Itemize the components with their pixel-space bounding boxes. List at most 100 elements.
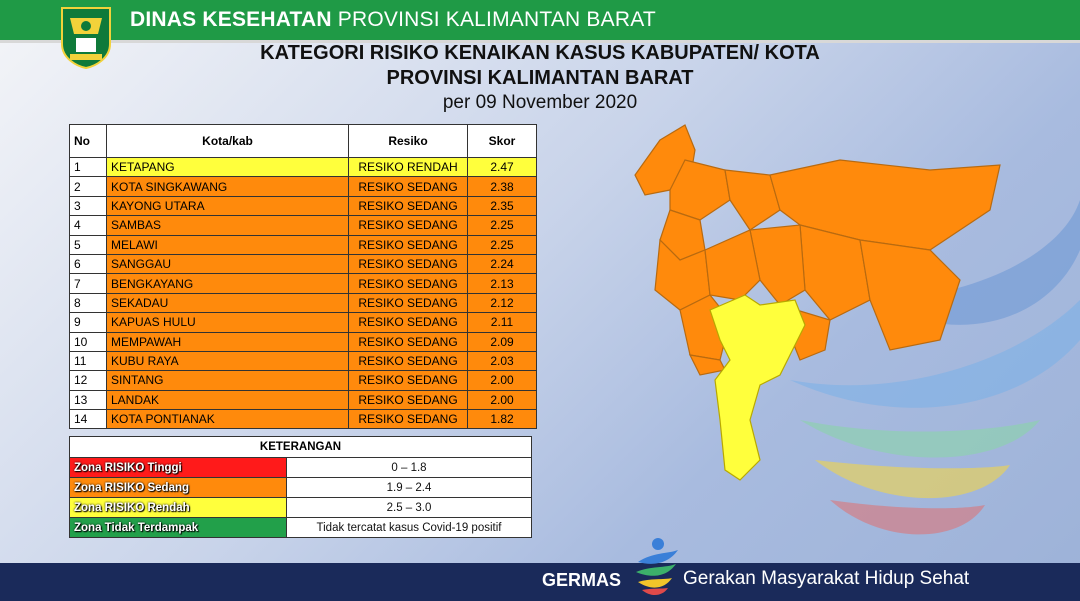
map-region-sanggau	[749, 224, 806, 306]
footer-bar	[0, 563, 1080, 601]
table-row: 9 KAPUAS HULU RESIKO SEDANG 2.11	[69, 312, 537, 333]
row-no: 6	[69, 253, 107, 275]
table-row: 1 KETAPANG RESIKO RENDAH 2.47	[69, 156, 537, 178]
row-skor: 2.03	[467, 350, 537, 372]
row-skor: 2.12	[467, 292, 537, 314]
row-resiko: RESIKO SEDANG	[348, 215, 468, 236]
row-no: 2	[69, 176, 107, 197]
footer-tagline: Gerakan Masyarakat Hidup Sehat	[683, 568, 970, 589]
row-kota: KETAPANG	[106, 156, 349, 178]
row-no: 11	[69, 350, 107, 372]
legend-label: Zona RISIKO Sedang	[69, 477, 287, 498]
table-row: 6 SANGGAU RESIKO SEDANG 2.24	[69, 253, 537, 275]
table-row: 10 MEMPAWAH RESIKO SEDANG 2.09	[69, 331, 537, 352]
col-header-skor: Skor	[467, 124, 537, 158]
row-skor: 1.82	[467, 409, 537, 430]
legend-range: 2.5 – 3.0	[286, 497, 532, 518]
kalbar-province-emblem-icon	[61, 7, 111, 70]
row-resiko: RESIKO SEDANG	[348, 350, 468, 372]
col-header-resiko: Resiko	[348, 124, 468, 158]
table-row: 2 KOTA SINGKAWANG RESIKO SEDANG 2.38	[69, 176, 537, 197]
table-row: 11 KUBU RAYA RESIKO SEDANG 2.03	[69, 350, 537, 372]
row-resiko: RESIKO RENDAH	[348, 156, 468, 178]
table-row: 3 KAYONG UTARA RESIKO SEDANG 2.35	[69, 195, 537, 217]
row-kota: MEMPAWAH	[106, 331, 349, 352]
legend-table: KETERANGAN Zona RISIKO Tinggi 0 – 1.8 Zona…	[69, 436, 532, 538]
footer-brand: GERMAS	[542, 570, 622, 590]
row-skor: 2.09	[467, 331, 537, 352]
legend-label: Zona RISIKO Rendah	[69, 497, 287, 518]
row-resiko: RESIKO SEDANG	[348, 292, 468, 314]
row-resiko: RESIKO SEDANG	[348, 234, 468, 255]
row-no: 9	[69, 312, 107, 333]
table-row: 12 SINTANG RESIKO SEDANG 2.00	[69, 370, 537, 391]
table-row: 14 KOTA PONTIANAK RESIKO SEDANG 1.82	[69, 409, 537, 430]
row-no: 1	[69, 156, 107, 178]
header-org-rest: PROVINSI KALIMANTAN BARAT	[331, 8, 656, 31]
province-risk-map	[634, 124, 1001, 481]
row-resiko: RESIKO SEDANG	[348, 195, 468, 217]
row-no: 14	[69, 409, 107, 430]
row-skor: 2.38	[467, 176, 537, 197]
map-region-kapuas-hulu	[769, 159, 1001, 251]
row-kota: SAMBAS	[106, 215, 349, 236]
row-kota: MELAWI	[106, 234, 349, 255]
legend-row: Zona RISIKO Rendah 2.5 – 3.0	[69, 497, 532, 518]
row-skor: 2.11	[467, 312, 537, 333]
legend-row: Zona RISIKO Tinggi 0 – 1.8	[69, 457, 532, 478]
legend-range: 1.9 – 2.4	[286, 477, 532, 498]
legend-title: KETERANGAN	[69, 436, 532, 458]
title-date: per 09 November 2020	[442, 92, 638, 113]
legend-row: Zona Tidak Terdampak Tidak tercatat kasus…	[69, 517, 532, 538]
row-skor: 2.00	[467, 389, 537, 411]
row-resiko: RESIKO SEDANG	[348, 176, 468, 197]
row-skor: 2.25	[467, 215, 537, 236]
row-kota: KOTA SINGKAWANG	[106, 176, 349, 197]
header-org-bold: DINAS KESEHATAN	[130, 8, 332, 31]
row-resiko: RESIKO SEDANG	[348, 253, 468, 275]
title-line-1: KATEGORI RISIKO KENAIKAN KASUS KABUPATEN…	[260, 42, 820, 64]
row-resiko: RESIKO SEDANG	[348, 409, 468, 430]
row-skor: 2.13	[467, 273, 537, 294]
row-kota: KAPUAS HULU	[106, 312, 349, 333]
row-skor: 2.25	[467, 234, 537, 255]
title-line-2: PROVINSI KALIMANTAN BARAT	[386, 67, 694, 89]
row-no: 10	[69, 331, 107, 352]
row-resiko: RESIKO SEDANG	[348, 331, 468, 352]
legend-range: 0 – 1.8	[286, 457, 532, 478]
row-kota: LANDAK	[106, 389, 349, 411]
row-kota: KAYONG UTARA	[106, 195, 349, 217]
row-kota: SEKADAU	[106, 292, 349, 314]
map-region-melawi	[859, 239, 961, 351]
table-header-row: No Kota/kab Resiko Skor	[69, 124, 537, 158]
germas-figure-icon	[636, 538, 678, 596]
map-region-landak	[724, 169, 781, 231]
table-row: 7 BENGKAYANG RESIKO SEDANG 2.13	[69, 273, 537, 294]
header-bar: DINAS KESEHATAN PROVINSI KALIMANTAN BARA…	[0, 0, 1080, 43]
row-skor: 2.35	[467, 195, 537, 217]
table-row: 5 MELAWI RESIKO SEDANG 2.25	[69, 234, 537, 255]
row-kota: KOTA PONTIANAK	[106, 409, 349, 430]
table-row: 8 SEKADAU RESIKO SEDANG 2.12	[69, 292, 537, 314]
row-resiko: RESIKO SEDANG	[348, 370, 468, 391]
row-no: 8	[69, 292, 107, 314]
row-no: 4	[69, 215, 107, 236]
row-no: 7	[69, 273, 107, 294]
map-region-ketapang	[709, 294, 806, 481]
row-skor: 2.00	[467, 370, 537, 391]
row-resiko: RESIKO SEDANG	[348, 389, 468, 411]
row-kota: KUBU RAYA	[106, 350, 349, 372]
row-no: 5	[69, 234, 107, 255]
legend-row: Zona RISIKO Sedang 1.9 – 2.4	[69, 477, 532, 498]
row-resiko: RESIKO SEDANG	[348, 312, 468, 333]
table-row: 4 SAMBAS RESIKO SEDANG 2.25	[69, 215, 537, 236]
row-kota: SANGGAU	[106, 253, 349, 275]
row-skor: 2.24	[467, 253, 537, 275]
header-title: DINAS KESEHATAN PROVINSI KALIMANTAN BARA…	[130, 8, 656, 32]
legend-label: Zona RISIKO Tinggi	[69, 457, 287, 478]
row-no: 13	[69, 389, 107, 411]
risk-table: No Kota/kab Resiko Skor 1 KETAPANG RESIKO …	[69, 124, 537, 430]
row-resiko: RESIKO SEDANG	[348, 273, 468, 294]
col-header-no: No	[69, 124, 107, 158]
